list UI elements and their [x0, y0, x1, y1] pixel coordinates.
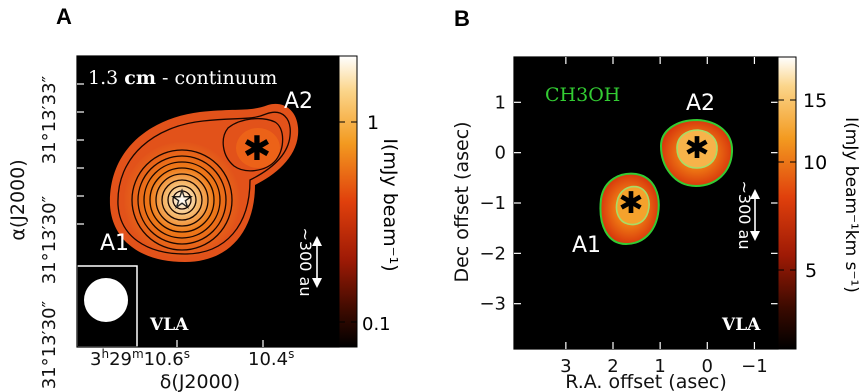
- panel-a-telescope: VLA: [149, 315, 189, 335]
- panel-a-cbar-tick-2: 0.1: [362, 314, 391, 335]
- panel-b-scale-arrow-down: [750, 231, 760, 241]
- panel-a-label-a2: A2: [284, 89, 313, 114]
- panel-a-label-a1: A1: [100, 231, 129, 256]
- panel-a-a2-star-icon: ✱: [243, 129, 272, 169]
- panel-b-xtick-label: 2: [607, 356, 618, 377]
- panel-b-colorbar: 15 10 5 I(mJy beam⁻¹km s⁻¹): [777, 56, 861, 350]
- panel-b-emission: [599, 118, 734, 246]
- panel-a-scale-arrow-up: [312, 236, 322, 246]
- panel-b-xtick-label: 0: [702, 356, 713, 377]
- panel-b-xlabel: R.A. offset (asec): [565, 371, 727, 392]
- panel-b-label-a1: A1: [572, 233, 601, 258]
- panel-a-colorbar-bar: [338, 55, 358, 348]
- panel-b-cbar-tick-15: 15: [803, 90, 827, 112]
- panel-a-scale-label: ~300 au: [296, 228, 315, 297]
- panel-b-cbar-tick-5: 5: [805, 260, 817, 282]
- panel-b-colorbar-bar: [777, 56, 797, 350]
- panel-a-ytick-bottom: 31°13′30″: [39, 300, 60, 389]
- panel-a-ytick-top: 31°13′33″: [39, 75, 60, 164]
- panel-b-scale-label: ~300 au: [735, 181, 754, 250]
- panel-a-scale-arrow-down: [312, 278, 322, 288]
- panel-a-ylabel: α(J2000): [7, 159, 29, 240]
- panel-a-plot: ☆ ✱ 1.3 cm - continuum A2 A1 VLA ~300 au…: [7, 55, 340, 392]
- panel-b-xtick-label: −1: [741, 356, 768, 377]
- panel-b-ytick-label: −2: [479, 243, 506, 264]
- panel-b-ytick-label: −1: [479, 193, 506, 214]
- panel-a-xtick-right: 10.4s: [248, 347, 294, 370]
- panel-b-a2-core: [676, 129, 718, 169]
- panel-b-ytick-label: 0: [495, 143, 506, 164]
- panel-a-ticks: [77, 83, 264, 347]
- panel-b-xtick-label: 1: [654, 356, 665, 377]
- panel-a-annotation: 1.3 cm - continuum: [88, 67, 277, 89]
- panel-a-xtick-left: 3h29m10.6s: [90, 347, 190, 370]
- panel-b-cbar-label: I(mJy beam⁻¹km s⁻¹): [841, 117, 861, 293]
- panel-b-cbar-tick-10: 10: [803, 152, 827, 174]
- panel-a-cbar-tick-1: 1: [367, 112, 379, 134]
- panel-a-cbar-label: I(mJy beam⁻¹): [379, 138, 401, 271]
- panel-b-a1-core: [615, 185, 650, 226]
- panel-b-tick-labels: 3 2 1 0 −1 1 0 −1 −2 −3: [479, 92, 767, 377]
- panel-b-telescope: VLA: [721, 315, 761, 335]
- panel-b-ticks: [514, 57, 778, 349]
- panel-b-ytick-label: −3: [479, 294, 506, 315]
- panel-a-a1-star-icon: ☆: [170, 185, 193, 215]
- panel-b-xtick-label: 3: [560, 356, 571, 377]
- panel-b-scale-arrow-up: [750, 189, 760, 199]
- panel-a-a1-core: [124, 142, 240, 258]
- panel-b-a2-star-icon: ✱: [684, 131, 709, 166]
- panel-a-xlabel: δ(J2000): [160, 371, 240, 392]
- panel-b-letter: B: [454, 6, 470, 31]
- panel-a-a2-core: [236, 128, 280, 168]
- panel-a-beam: [84, 278, 128, 322]
- panel-a-letter: A: [56, 4, 72, 29]
- panel-b-annotation: CH3OH: [545, 84, 620, 106]
- panel-b-ytick-label: 1: [495, 92, 506, 113]
- panel-a-colorbar-ticks: [339, 121, 357, 323]
- panel-a-emission: [77, 103, 299, 347]
- panel-b-a1-star-icon: ✱: [618, 186, 643, 221]
- panel-b-label-a2: A2: [686, 91, 715, 116]
- panel-a-colorbar: 1 0.1 I(mJy beam⁻¹): [338, 55, 401, 348]
- panel-b-colorbar-ticks: [778, 99, 796, 271]
- panel-b-ylabel: Dec offset (asec): [451, 121, 473, 282]
- panel-a-ytick-mid: 31°13′30″: [39, 195, 60, 284]
- panel-b-plot: ✱ ✱ CH3OH A2 A1 VLA ~300 au 3 2 1 0 −1 1 0 −1 −2…: [451, 56, 779, 392]
- panel-a-contours: [117, 111, 291, 255]
